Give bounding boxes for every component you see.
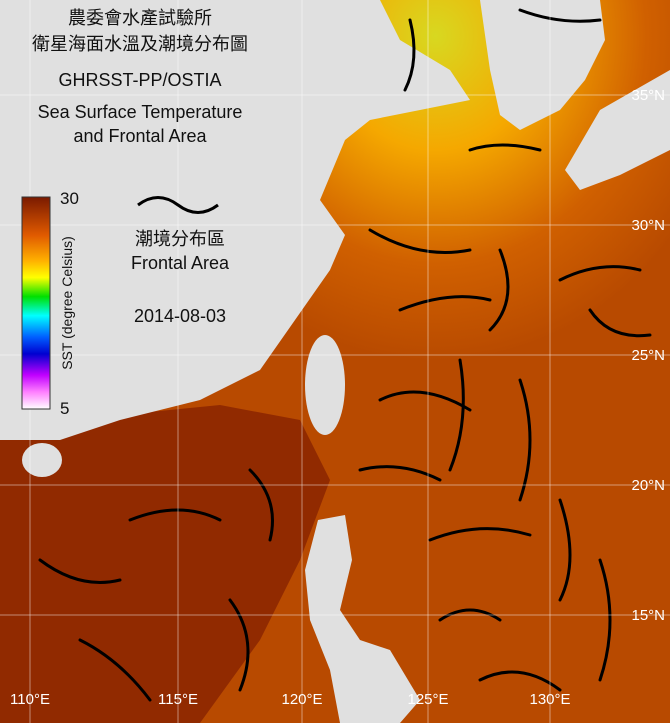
fronts (38, 8, 652, 702)
land-korea (480, 0, 605, 130)
latitude-label: 25°N (631, 347, 665, 364)
latitude-label: 20°N (631, 477, 665, 494)
longitude-label: 115°E (158, 691, 198, 708)
legend-label-zh: 潮境分布區 (135, 229, 225, 249)
land-japan (565, 70, 670, 190)
land-taiwan (305, 335, 345, 435)
legend-label-en: Frontal Area (131, 253, 230, 273)
colorbar-min: 5 (60, 399, 69, 418)
latitude-label: 35°N (631, 87, 665, 104)
longitude-label: 125°E (407, 691, 448, 708)
land-china (0, 0, 470, 440)
longitude-label: 120°E (281, 691, 322, 708)
colorbar-max: 30 (60, 189, 79, 208)
latitude-label: 30°N (631, 217, 665, 234)
land-luzon (305, 515, 420, 723)
date: 2014-08-03 (134, 306, 226, 326)
legend-symbol (137, 196, 219, 214)
longitude-label: 130°E (529, 691, 570, 708)
longitude-label: 110°E (10, 691, 50, 708)
colorbar (21, 196, 51, 410)
title-line: GHRSST-PP/OSTIA (58, 70, 221, 90)
title-line: and Frontal Area (73, 126, 207, 146)
title-line: 衛星海面水溫及潮境分布圖 (32, 34, 248, 54)
land-hainan (22, 443, 62, 477)
title-line: 農委會水產試驗所 (68, 8, 212, 28)
title-line: Sea Surface Temperature (38, 102, 243, 122)
colorbar-label: SST (degree Celsius) (59, 236, 75, 370)
latitude-label: 15°N (631, 607, 665, 624)
